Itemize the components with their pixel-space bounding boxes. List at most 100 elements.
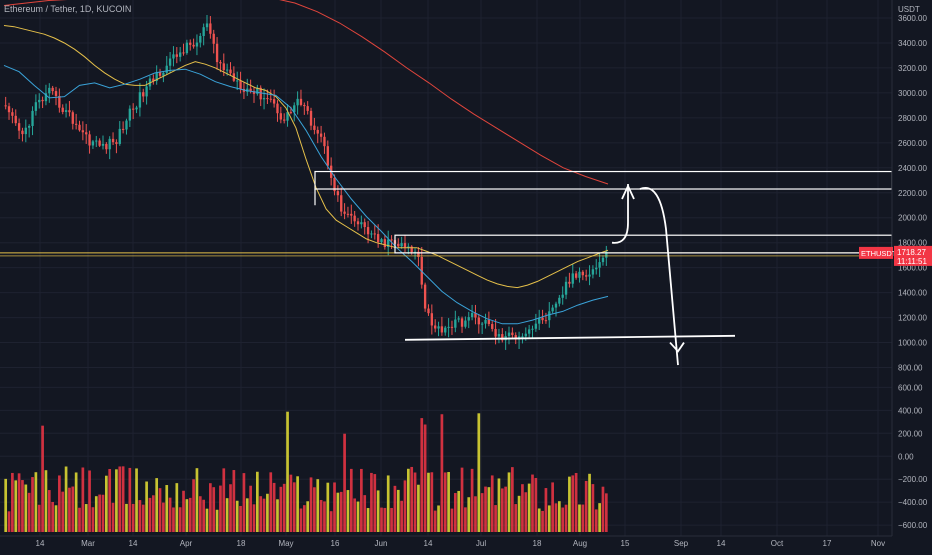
oscillator-bar [4,478,8,532]
oscillator-bar [309,477,313,532]
oscillator-bar [494,505,497,532]
candle-body [293,105,296,113]
price-tick-label: 3400.00 [898,39,927,48]
time-tick-label: Sep [674,539,689,548]
candle [417,247,420,267]
oscillator-bar [551,482,554,532]
candle-body [21,130,24,135]
candle-body [266,98,269,100]
oscillator-bar [568,476,571,532]
candle [350,204,353,224]
oscillator-bar [111,502,115,532]
oscillator-bar [578,504,581,532]
oscillator-bar [175,483,179,532]
candle [95,135,98,148]
time-tick-label: 18 [237,539,246,548]
price-tick-label: 2000.00 [898,214,927,223]
candle-body [172,54,175,59]
oscillator-bar [71,486,75,532]
candle-body [286,112,289,121]
candle-body [470,312,474,318]
candle [7,102,11,120]
candle [571,263,574,288]
oscillator-bar [195,468,199,532]
candle [71,110,74,130]
candle-body [202,27,205,36]
candle [199,33,202,48]
candle-body [427,308,430,314]
candle [128,105,132,128]
oscillator-bar [554,503,558,532]
oscillator-bar [336,492,340,532]
candle-body [578,271,581,278]
oscillator-bar [44,470,48,532]
candle-body [353,215,356,222]
candle [17,118,21,139]
candle [309,107,313,131]
oscillator-bar [185,499,189,532]
oscillator-bar [514,504,518,532]
time-tick-label: 15 [621,539,630,548]
candle-body [423,284,427,309]
candle-body [38,99,41,103]
candle [440,316,444,336]
candle-body [111,138,115,143]
candle-body [48,87,51,94]
candle [346,206,350,218]
candle [380,237,383,244]
candle-body [598,262,601,268]
candle [61,104,64,115]
candle [447,318,450,338]
candle-body [319,133,323,137]
oscillator-bar [527,483,531,532]
candle [48,83,51,103]
candle [581,270,585,281]
time-tick-label: Jun [375,539,388,548]
candle [480,321,484,335]
time-tick-label: 14 [36,539,45,548]
symbol-badge [859,246,893,259]
symbol-badge-label: ETHUSDT [861,249,897,258]
candle-body [591,269,595,275]
oscillator-bar [229,484,232,532]
oscillator-bar [299,508,303,532]
candle-body [595,267,598,270]
candle-body [145,86,148,97]
candle-body [417,251,420,257]
candle-body [343,211,346,214]
candle [105,142,108,154]
candle-body [81,130,85,133]
candle [11,108,14,124]
candle-body [558,297,561,304]
candle [450,320,454,335]
candle-body [279,113,283,120]
candle-body [229,69,232,74]
oscillator-tick-label: −400.00 [898,498,928,507]
candle [531,325,534,339]
oscillator-bar [420,418,424,532]
candle-body [440,326,444,333]
candle [279,106,283,124]
candle-body [58,95,61,108]
candle-body [430,313,434,326]
candle-body [350,213,353,216]
candle [497,328,501,344]
oscillator-bar [376,490,380,532]
candle [554,301,558,317]
price-axis-bg [892,0,932,550]
moving-average-line-red [3,0,609,185]
oscillator-bar [558,501,561,532]
candle-body [74,123,78,125]
candle-body [41,99,44,102]
candle-body [225,69,229,71]
candle-body [51,87,54,92]
oscillator-bar [269,472,273,532]
oscillator-bar [453,493,457,532]
oscillator-bar [571,475,575,532]
oscillator-bar [400,500,403,532]
candle-body [383,239,387,248]
candle [306,101,309,115]
oscillator-bar [517,495,521,532]
